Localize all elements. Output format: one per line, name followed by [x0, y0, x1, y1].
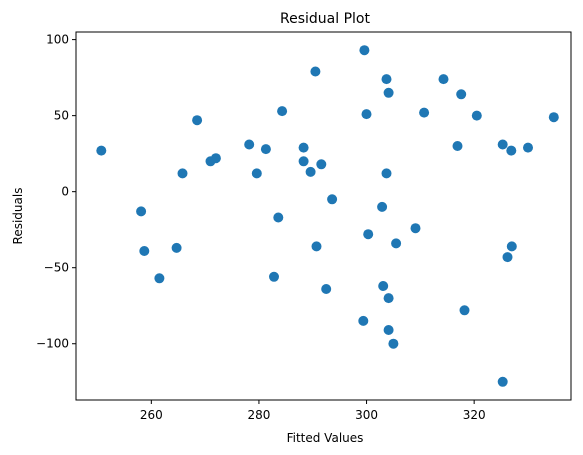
data-point [383, 87, 394, 98]
y-axis-label: Residuals [11, 188, 25, 245]
data-point [171, 242, 182, 253]
data-point [523, 142, 533, 153]
data-point [497, 139, 508, 150]
x-axis: 260 280 300 320 [140, 400, 486, 422]
data-point [359, 45, 370, 56]
data-point [391, 238, 402, 249]
data-point [502, 252, 513, 263]
data-point [192, 115, 203, 126]
y-tick-label: −100 [36, 337, 69, 351]
data-point [251, 168, 262, 179]
data-point [438, 74, 449, 85]
data-point [358, 315, 369, 326]
y-tick-label: 50 [54, 109, 69, 123]
y-tick-label: −50 [44, 261, 69, 275]
data-point [506, 241, 517, 252]
data-point [419, 107, 430, 118]
x-tick-label: 320 [463, 408, 486, 422]
data-point [269, 271, 279, 282]
y-tick-label: 100 [46, 33, 69, 47]
x-tick-label: 260 [140, 408, 163, 422]
data-point [452, 141, 463, 151]
data-point [177, 168, 188, 179]
data-point [361, 109, 372, 120]
points-layer [96, 45, 559, 387]
data-point [298, 156, 309, 167]
data-point [548, 112, 559, 123]
y-tick-label: 0 [61, 185, 69, 199]
data-point [273, 212, 284, 223]
data-point [459, 305, 470, 316]
x-tick-label: 280 [247, 408, 270, 422]
data-point [298, 142, 309, 153]
data-point [506, 145, 517, 156]
data-point [383, 325, 394, 335]
data-point [139, 246, 150, 256]
data-point [381, 168, 392, 179]
data-point [316, 159, 327, 170]
data-point [311, 241, 322, 252]
data-point [327, 194, 338, 205]
data-point [321, 284, 332, 294]
data-point [377, 201, 388, 212]
data-point [383, 293, 394, 304]
y-axis: 100 50 0 −50 −100 [36, 33, 76, 351]
data-point [96, 145, 107, 156]
x-axis-label: Fitted Values [287, 431, 364, 445]
data-point [305, 166, 316, 177]
data-point [154, 273, 165, 284]
data-point [363, 229, 374, 240]
data-point [210, 153, 221, 164]
data-point [388, 338, 399, 349]
data-point [378, 281, 389, 291]
data-point [310, 66, 321, 77]
data-point [381, 74, 392, 85]
data-point [260, 144, 271, 155]
data-point [410, 223, 421, 234]
data-point [136, 206, 147, 217]
data-point [471, 110, 482, 121]
x-tick-label: 300 [355, 408, 378, 422]
data-point [277, 106, 288, 117]
plot-area [75, 31, 572, 401]
data-point [456, 89, 467, 100]
data-point [244, 139, 255, 150]
data-point [497, 376, 508, 387]
chart-title: Residual Plot [280, 11, 370, 27]
